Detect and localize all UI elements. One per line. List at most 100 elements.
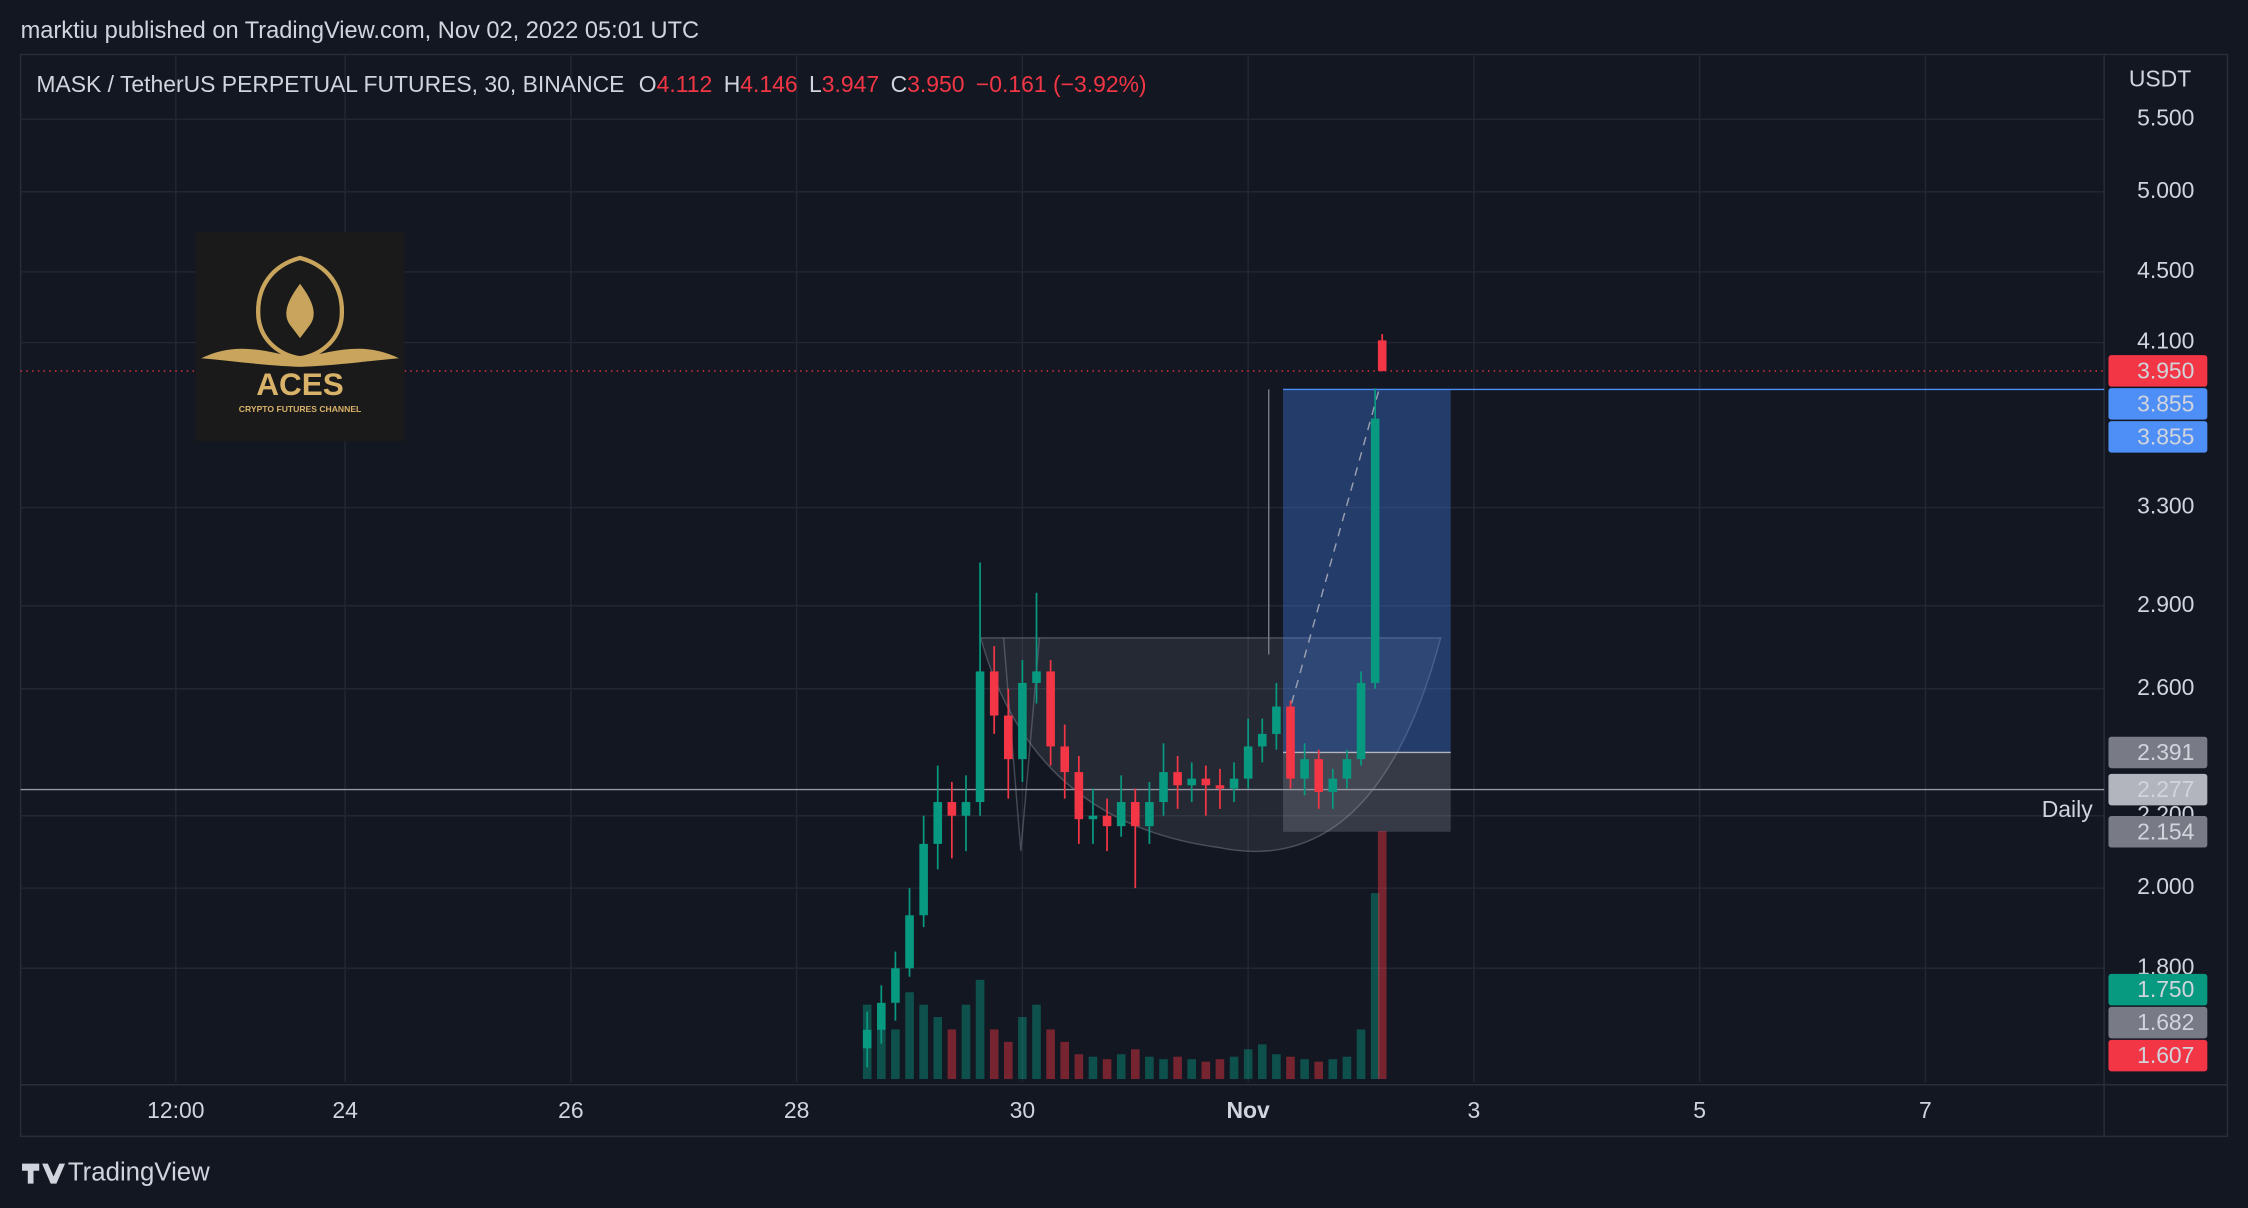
volume-bar [1130,1049,1140,1080]
brand-icon [22,1163,66,1184]
candle-body [862,1029,872,1049]
candle-body [1088,815,1098,820]
price-label-box [2108,1006,2208,1039]
candle-body [919,843,928,916]
candle-body [1370,418,1380,683]
volume-bar [1201,1061,1211,1080]
ohlc-value: 3.950 [907,71,964,97]
drawings: Daily [20,370,2105,853]
volume-bar [989,1029,999,1080]
volume-bar [1088,1056,1098,1080]
x-tick-label: 30 [1010,1097,1035,1123]
candle-body [947,802,957,816]
price-axis: 5.5005.0004.5004.1003.3002.9002.6002.200… [147,104,2208,1123]
symbol: MASK / TetherUS PERPETUAL FUTURES, 30, B… [36,71,624,97]
candle-body [1377,340,1387,371]
ohlc-key: H [724,71,741,97]
volume-bar [1342,1056,1352,1080]
volume-bar [1074,1054,1084,1080]
candle-body [1060,746,1070,773]
price-label-text: 3.855 [2137,423,2194,449]
y-tick-label: 2.900 [2137,591,2194,617]
price-label-box [2108,421,2208,453]
candle-body [1201,778,1211,786]
brand: TradingView [68,1158,210,1186]
price-label-box [2108,1039,2208,1072]
volume-bar [905,992,914,1080]
volume-bar [1159,1059,1168,1080]
volume-bar [1286,1056,1295,1080]
price-label: 3.950 [2108,355,2208,387]
volume-bar [975,979,985,1080]
volume-bar [1116,1054,1126,1080]
candle-body [1215,785,1225,789]
footer: TradingView [22,1158,210,1186]
volume-bar [1046,1029,1055,1080]
volume-bar [1018,1017,1027,1080]
logo-crest [256,255,345,361]
volume-bar [1257,1044,1267,1080]
volume-bar [1243,1049,1253,1080]
price-label-box [2108,973,2208,1006]
price-label-text: 3.950 [2137,357,2194,383]
volume-bar [1187,1059,1197,1080]
logo-subtitle: CRYPTO FUTURES CHANNEL [239,404,361,414]
price-label-text: 1.607 [2137,1042,2194,1068]
volume-bar [1300,1059,1309,1080]
y-tick-label: 2.600 [2137,674,2194,700]
logo-spade [286,283,314,339]
volume-bar [1370,893,1380,1080]
candle-body [1187,778,1197,786]
price-label-box [2108,736,2208,769]
candle-body [1243,746,1253,779]
price-label-text: 2.277 [2137,776,2194,802]
candle-body [1300,759,1309,779]
x-tick-label: Nov [1227,1097,1271,1123]
price-label-box [2108,355,2208,387]
price-label: 2.391 [2108,736,2208,769]
volume-bar [1003,1041,1013,1080]
price-label: 2.154 [2108,816,2208,848]
x-tick-label: 24 [332,1097,358,1123]
y-tick-label: 4.500 [2137,257,2194,283]
candle-body [905,915,914,969]
volume-bar [1229,1056,1239,1080]
candle-body [1003,715,1013,760]
volume-bar [933,1017,943,1080]
candle-body [1272,706,1281,734]
candle-body [1018,682,1027,760]
x-tick-label: 5 [1693,1097,1706,1123]
logo-title: ACES [256,366,344,402]
price-label: 2.277 [2108,773,2208,806]
volume-bar [1272,1054,1281,1080]
projection-line [1286,389,1380,719]
price-label-box [2108,388,2208,420]
price-label: 1.607 [2108,1039,2208,1072]
publisher: marktiu published on TradingView.com, No… [21,18,700,44]
cup-handle [1002,637,1041,852]
candle-body [877,1002,886,1030]
candle-body [1116,802,1126,827]
candle-body [1257,733,1267,747]
ohlc-key: C [891,71,908,97]
volume-bar [1314,1061,1324,1080]
volume-bar [1173,1056,1182,1080]
candle-body [1342,759,1352,779]
price-label-text: 1.682 [2137,1009,2194,1035]
price-label-text: 2.154 [2137,818,2195,844]
candle-body [1159,772,1168,803]
candle-body [933,802,943,844]
candle-body [891,968,900,1003]
candle-body [1145,802,1154,827]
candle-body [1102,815,1112,827]
price-label: 1.682 [2108,1006,2208,1039]
volume-bar [947,1029,957,1080]
price-label: 1.750 [2108,973,2208,1006]
candle-body [1356,682,1366,760]
logo: ACES CRYPTO FUTURES CHANNEL [195,232,405,442]
x-tick-label: 26 [558,1097,583,1123]
y-tick-label: 3.300 [2137,493,2194,519]
volume-bar [877,1017,886,1080]
symbol-legend: MASK / TetherUS PERPETUAL FUTURES, 30, B… [36,71,1146,97]
y-tick-label: 5.000 [2137,177,2194,203]
